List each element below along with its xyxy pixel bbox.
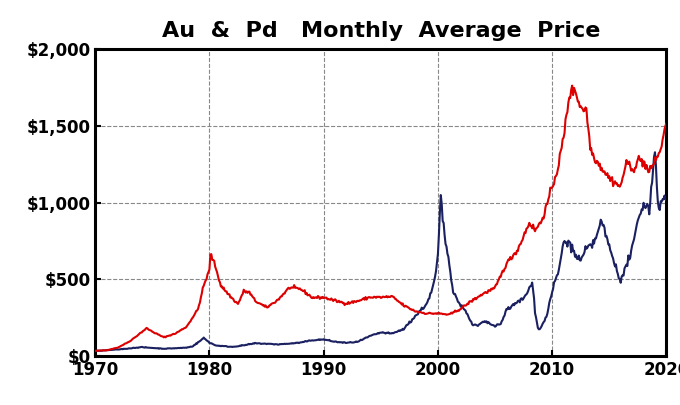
Title: Au  &  Pd   Monthly  Average  Price: Au & Pd Monthly Average Price (162, 21, 600, 41)
